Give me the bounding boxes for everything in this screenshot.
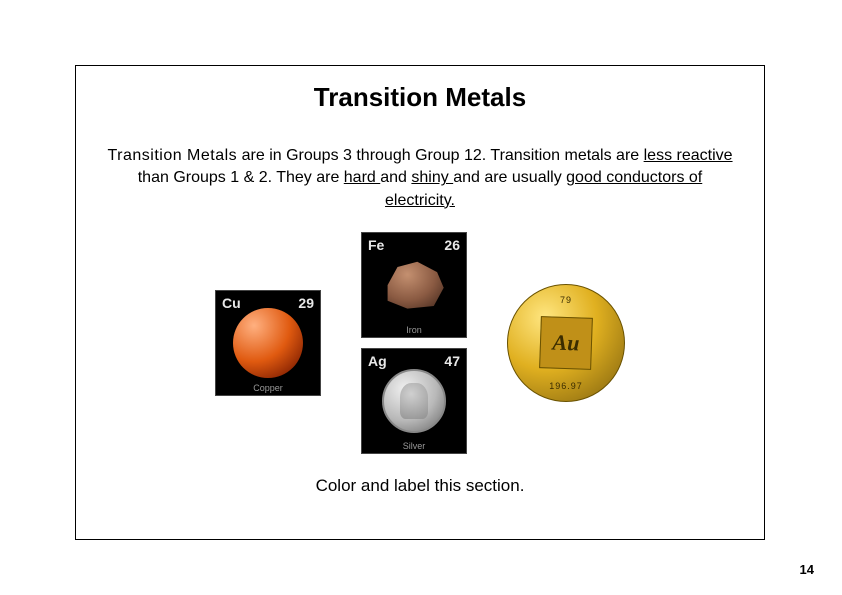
body-hard: hard — [344, 169, 380, 186]
silver-tile: Ag 47 Silver — [361, 348, 467, 454]
gold-coin-icon: 79 Au 196.97 — [507, 284, 625, 402]
element-images-row: Cu 29 Copper Fe 26 Iron Ag 47 Silver 79 … — [76, 232, 764, 454]
slide-body: Transition Metals are in Groups 3 throug… — [106, 145, 734, 212]
silver-symbol: Ag — [368, 353, 387, 369]
body-and1: and — [380, 169, 411, 186]
copper-tile: Cu 29 Copper — [215, 290, 321, 396]
copper-label: Copper — [216, 383, 320, 393]
gold-bottom-number: 196.97 — [549, 381, 583, 391]
body-lead: Transition Metals — [107, 147, 237, 164]
iron-ore-icon — [381, 259, 447, 311]
page-number: 14 — [800, 562, 814, 577]
slide-title: Transition Metals — [76, 82, 764, 113]
iron-symbol: Fe — [368, 237, 384, 253]
gold-top-number: 79 — [560, 295, 572, 305]
body-shiny: shiny — [411, 169, 453, 186]
copper-symbol: Cu — [222, 295, 241, 311]
copper-number: 29 — [298, 295, 314, 311]
iron-tile: Fe 26 Iron — [361, 232, 467, 338]
slide-frame: Transition Metals Transition Metals are … — [75, 65, 765, 540]
gold-symbol: Au — [539, 316, 593, 370]
silver-number: 47 — [444, 353, 460, 369]
iron-number: 26 — [444, 237, 460, 253]
instruction-text: Color and label this section. — [76, 476, 764, 496]
copper-sphere-icon — [233, 308, 303, 378]
body-rest3: and are usually — [453, 169, 566, 186]
body-rest1: are in Groups 3 through Group 12. Transi… — [237, 147, 643, 164]
silver-label: Silver — [362, 441, 466, 451]
middle-column: Fe 26 Iron Ag 47 Silver — [361, 232, 467, 454]
iron-label: Iron — [362, 325, 466, 335]
silver-coin-icon — [382, 369, 446, 433]
body-less-reactive: less reactive — [644, 147, 733, 164]
body-rest2: than Groups 1 & 2. They are — [138, 169, 344, 186]
